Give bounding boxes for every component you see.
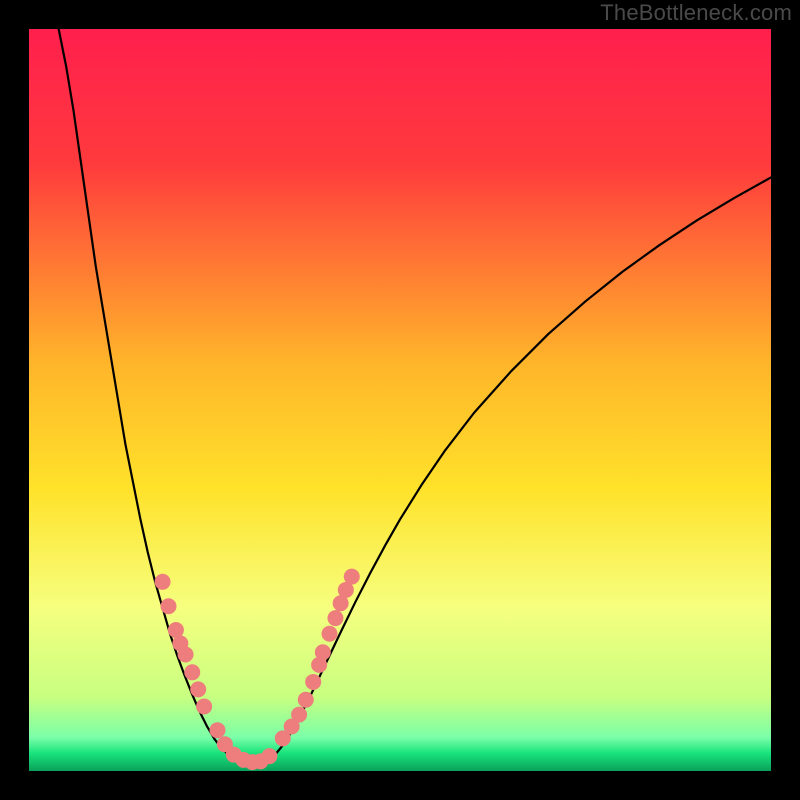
data-marker [322,626,338,642]
data-marker [184,664,200,680]
data-marker [161,598,177,614]
plot-gradient [29,29,771,771]
data-marker [344,569,360,585]
data-marker [261,748,277,764]
data-marker [155,574,171,590]
bottleneck-chart [0,0,800,800]
data-marker [291,707,307,723]
data-marker [196,698,212,714]
data-marker [305,674,321,690]
data-marker [190,681,206,697]
data-marker [327,610,343,626]
data-marker [298,692,314,708]
data-marker [209,722,225,738]
data-marker [178,647,194,663]
watermark-text: TheBottleneck.com [600,0,792,26]
data-marker [315,644,331,660]
